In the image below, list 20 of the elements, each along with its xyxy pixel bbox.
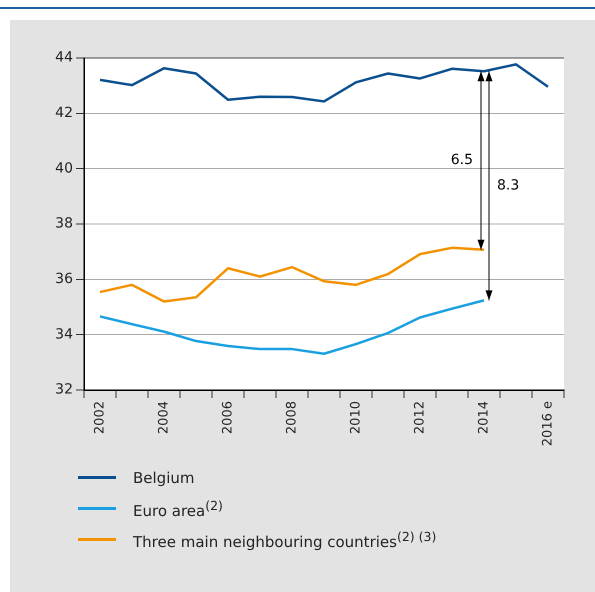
- y-tick-label: 36: [55, 270, 74, 287]
- x-tick-label: 2014: [476, 401, 492, 434]
- annotation: 8.3: [497, 177, 520, 194]
- y-tick-label: 32: [55, 382, 73, 398]
- x-tick-label: 2002: [92, 401, 108, 434]
- x-tick-label: 2016 e: [540, 401, 556, 446]
- legend-label: Belgium: [133, 468, 194, 486]
- x-tick-label: 2004: [156, 401, 172, 434]
- x-tick-label: 2006: [220, 401, 236, 434]
- x-tick-label: 2008: [284, 401, 300, 434]
- x-tick-label: 2010: [348, 401, 364, 434]
- annotation: 6.5: [450, 152, 473, 168]
- legend-label: Three main neighbouring countries$^{(2) (3)}$: [133, 528, 436, 550]
- y-tick-label: 44: [55, 50, 74, 66]
- legend-label: Euro area$^{(2)}$: [133, 498, 223, 520]
- x-tick-label: 2012: [412, 401, 428, 434]
- y-tick-label: 42: [55, 104, 73, 121]
- y-tick-label: 34: [55, 326, 74, 342]
- y-tick-label: 38: [55, 216, 73, 232]
- y-tick-label: 40: [55, 160, 73, 176]
